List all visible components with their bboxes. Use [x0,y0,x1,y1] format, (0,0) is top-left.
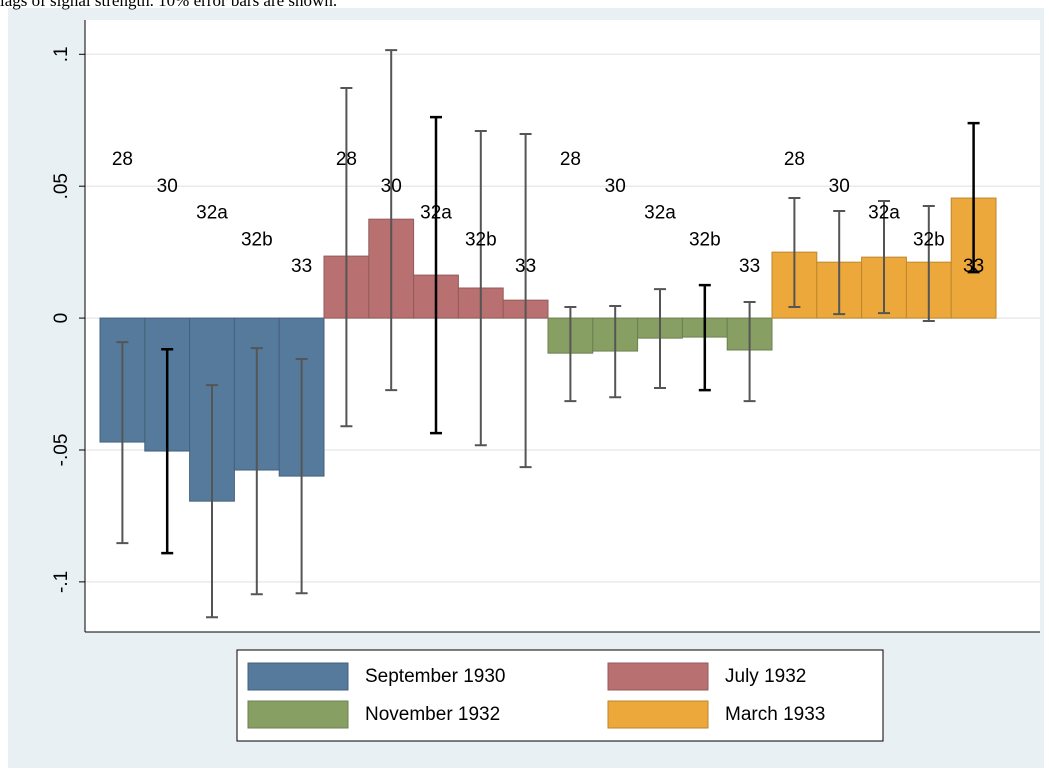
error-bar [967,121,980,274]
error-bar [609,304,622,399]
error-bar [206,384,218,619]
legend-swatch [607,700,709,729]
error-bar [295,357,308,595]
error-bar [116,341,129,545]
category-label: 32b [913,229,945,250]
category-label: 28 [560,149,581,170]
error-bar [519,132,532,469]
error-bar [340,87,353,428]
category-label: 28 [784,149,805,170]
legend-swatch [247,662,349,691]
category-label: 33 [739,256,760,277]
legend-swatch [607,662,709,691]
error-bar [698,283,711,392]
error-bar [474,130,487,447]
legend-swatch [247,700,349,729]
category-label: 32b [465,229,497,250]
error-bar [564,306,577,403]
error-bar [922,204,935,322]
y-tick-label: 0 [51,313,72,324]
category-label: 32a [868,203,900,224]
category-label: 32a [196,203,228,224]
error-bar [788,197,801,309]
category-label: 32b [689,229,721,250]
legend-label: September 1930 [365,666,506,687]
legend-label: November 1932 [365,704,500,725]
category-label: 33 [515,256,536,277]
category-label: 32a [420,203,452,224]
category-label: 32b [241,229,273,250]
category-label: 30 [829,176,850,197]
y-tick-label: .05 [51,173,72,199]
error-bar [878,199,890,315]
category-label: 30 [157,176,178,197]
error-bar [743,300,756,403]
category-label: 28 [112,149,133,170]
caption: lags of signal strength. 10% error bars … [0,0,337,10]
category-label: 30 [605,176,626,197]
category-label: 32a [644,203,676,224]
category-label: 33 [963,256,984,277]
y-tick-label: -.05 [51,434,72,467]
category-label: 33 [291,256,312,277]
error-bar [161,347,174,555]
legend-label: March 1933 [725,704,825,725]
legend-label: July 1932 [725,666,806,687]
error-bar [250,347,263,596]
y-tick-label: .1 [51,46,72,62]
category-label: 30 [381,176,402,197]
error-bar [430,115,442,435]
error-bar [654,288,666,389]
category-label: 28 [336,149,357,170]
error-bar [385,49,398,392]
y-tick-label: -.1 [51,571,72,593]
error-bar [833,209,846,316]
